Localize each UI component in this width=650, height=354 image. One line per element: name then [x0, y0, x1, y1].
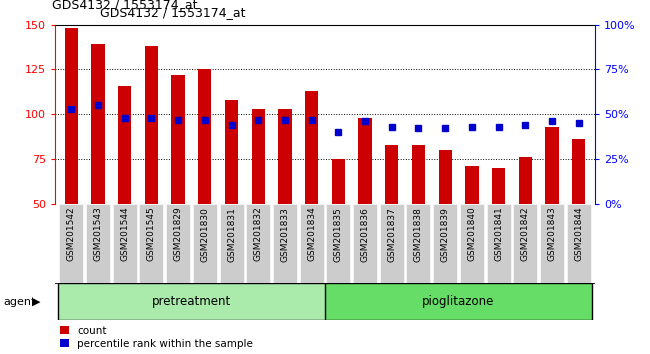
Bar	[193, 204, 217, 283]
Text: GDS4132 / 1553174_at: GDS4132 / 1553174_at	[52, 0, 198, 11]
Bar	[332, 159, 345, 204]
Bar	[519, 157, 532, 204]
Text: GSM201835: GSM201835	[334, 207, 343, 262]
Bar	[305, 91, 318, 204]
Text: GSM201841: GSM201841	[494, 207, 503, 262]
Bar	[406, 204, 430, 283]
Text: GSM201836: GSM201836	[361, 207, 370, 262]
Bar	[465, 166, 478, 204]
Bar	[353, 204, 377, 283]
Bar	[514, 204, 538, 283]
Text: GSM201830: GSM201830	[200, 207, 209, 262]
Bar	[487, 204, 511, 283]
Text: GSM201545: GSM201545	[147, 207, 156, 262]
Bar	[139, 204, 163, 283]
Text: GSM201834: GSM201834	[307, 207, 316, 262]
Text: ▶: ▶	[31, 297, 40, 307]
Text: GSM201843: GSM201843	[547, 207, 556, 262]
Text: GSM201831: GSM201831	[227, 207, 236, 262]
Text: GDS4132 / 1553174_at: GDS4132 / 1553174_at	[100, 6, 246, 19]
Bar	[412, 144, 425, 204]
Bar	[198, 69, 211, 204]
Text: GSM201839: GSM201839	[441, 207, 450, 262]
Bar	[252, 109, 265, 204]
Bar	[278, 109, 292, 204]
Bar	[326, 204, 350, 283]
Bar	[300, 204, 324, 283]
Text: agent: agent	[3, 297, 36, 307]
Bar	[358, 118, 372, 204]
Text: GSM201838: GSM201838	[414, 207, 423, 262]
Bar	[246, 204, 270, 283]
Bar	[58, 283, 325, 320]
Text: GSM201832: GSM201832	[254, 207, 263, 262]
Bar	[460, 204, 484, 283]
Bar	[145, 46, 158, 204]
Bar	[273, 204, 297, 283]
Bar	[225, 100, 238, 204]
Bar	[166, 204, 190, 283]
Text: GSM201840: GSM201840	[467, 207, 476, 262]
Bar	[172, 75, 185, 204]
Bar	[59, 204, 83, 283]
Bar	[220, 204, 244, 283]
Text: pretreatment: pretreatment	[152, 295, 231, 308]
Text: GSM201844: GSM201844	[574, 207, 583, 261]
Text: GSM201543: GSM201543	[94, 207, 103, 262]
Text: GSM201542: GSM201542	[67, 207, 76, 261]
Legend: count, percentile rank within the sample: count, percentile rank within the sample	[60, 326, 253, 349]
Bar	[91, 45, 105, 204]
Bar	[118, 86, 131, 204]
Bar	[433, 204, 457, 283]
Bar	[492, 168, 505, 204]
Text: pioglitazone: pioglitazone	[422, 295, 495, 308]
Text: GSM201842: GSM201842	[521, 207, 530, 261]
Bar	[572, 139, 586, 204]
Bar	[439, 150, 452, 204]
Bar	[325, 283, 592, 320]
Text: GSM201837: GSM201837	[387, 207, 396, 262]
Bar	[64, 28, 78, 204]
Bar	[112, 204, 136, 283]
Text: GSM201544: GSM201544	[120, 207, 129, 261]
Bar	[545, 127, 559, 204]
Bar	[567, 204, 591, 283]
Text: GSM201829: GSM201829	[174, 207, 183, 262]
Bar	[86, 204, 110, 283]
Bar	[540, 204, 564, 283]
Bar	[385, 144, 398, 204]
Text: GSM201833: GSM201833	[280, 207, 289, 262]
Bar	[380, 204, 404, 283]
